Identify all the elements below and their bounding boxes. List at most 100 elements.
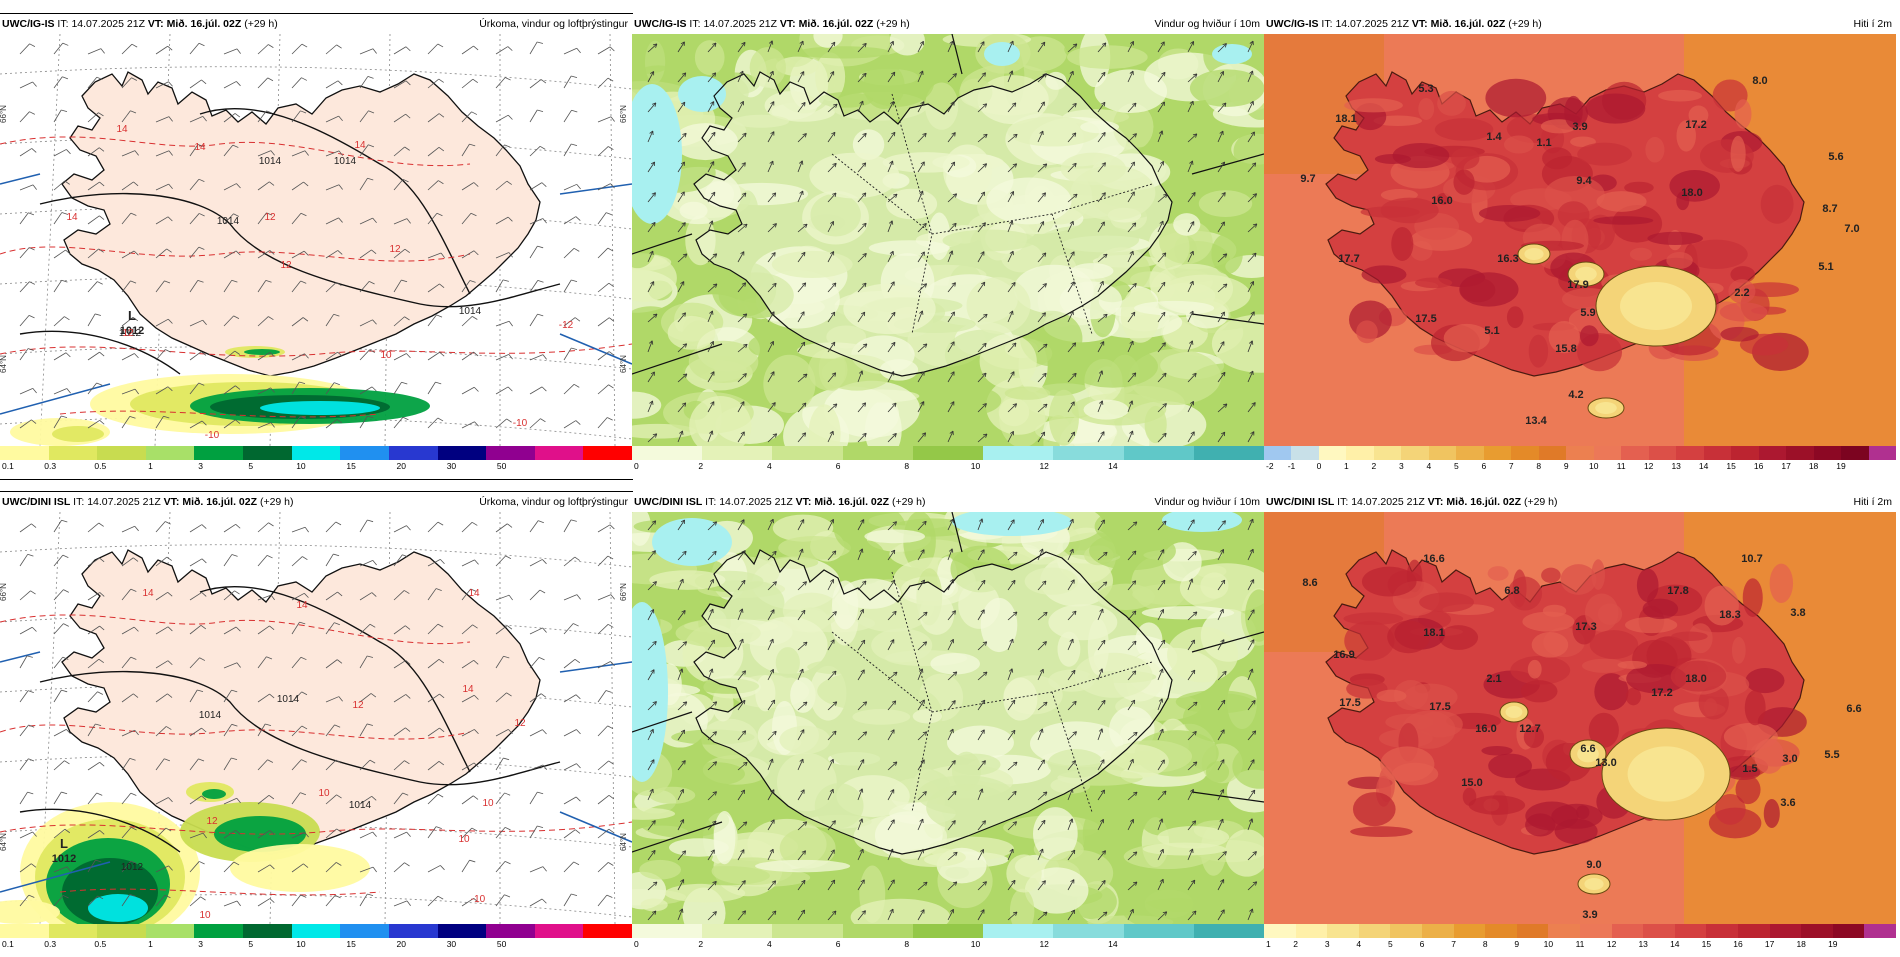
latitude-label: 64°N (0, 833, 8, 851)
colorbar-tick-label: 30 (447, 461, 456, 471)
temperature-value: 5.9 (1580, 307, 1595, 319)
temperature-value: 3.0 (1782, 753, 1797, 765)
colorbar-tick-label: -2 (1266, 461, 1274, 471)
colorbar-swatch (389, 924, 438, 938)
colorbar-swatch (1869, 446, 1897, 460)
colorbar-swatch (1346, 446, 1374, 460)
panel-title: Vindur og hviður í 10m (1155, 492, 1260, 512)
lead-time: (+29 h) (1508, 18, 1542, 30)
colorbar-tick-label: 0.1 (2, 939, 14, 949)
wind-map (632, 512, 1264, 924)
colorbar-swatch (1814, 446, 1842, 460)
temperature-value: 8.6 (1302, 577, 1317, 589)
isobar-label: 1012 (121, 862, 144, 873)
colorbar-tick-label: 2 (698, 939, 703, 949)
vt-label: VT: (1412, 18, 1428, 30)
colorbar-swatch (97, 924, 146, 938)
temperature-value: 5.1 (1818, 261, 1833, 273)
colorbar-tick-label: 19 (1828, 939, 1837, 949)
colorbar-tick-label: 8 (904, 939, 909, 949)
colorbar-swatch (389, 446, 438, 460)
low-pressure-marker: L (60, 836, 68, 851)
colorbar-tick-label: 0.5 (94, 939, 106, 949)
colorbar-swatch (843, 924, 914, 938)
colorbar-tick-label: 20 (397, 939, 406, 949)
temp-contour-label: 14 (296, 600, 308, 611)
temperature-value: 17.5 (1429, 701, 1450, 713)
temperature-value: 9.7 (1300, 173, 1315, 185)
colorbar-tick-label: 8 (904, 461, 909, 471)
temperature-value: 5.5 (1824, 749, 1839, 761)
colorbar-tick-label: 8 (1483, 939, 1488, 949)
colorbar-tick-label: 15 (346, 939, 355, 949)
colorbar-tick-label: 3 (198, 461, 203, 471)
colorbar-swatch (1539, 446, 1567, 460)
it-label: IT: (705, 496, 716, 508)
colorbar-swatch (1264, 446, 1292, 460)
panel-title: Hiti í 2m (1853, 492, 1892, 512)
colorbar-tick-label: 16 (1754, 461, 1763, 471)
colorbar-swatch (1264, 924, 1296, 938)
temperature-value: 15.0 (1461, 777, 1482, 789)
it-label: IT: (73, 496, 84, 508)
colorbar-tick-label: 2 (1293, 939, 1298, 949)
colorbar (632, 924, 1264, 938)
colorbar-swatch (1327, 924, 1359, 938)
colorbar-tick-label: 2 (698, 461, 703, 471)
colorbar-tick-label: 5 (1388, 939, 1393, 949)
temperature-value: 16.9 (1333, 649, 1354, 661)
it-label: IT: (1321, 18, 1332, 30)
temperature-value: 5.3 (1418, 83, 1433, 95)
wind-panel: UWC/IG-IS IT: 14.07.2025 21Z VT: Mið. 16… (632, 14, 1264, 479)
colorbar-tick-label: 7 (1509, 461, 1514, 471)
colorbar-tick-label: 14 (1670, 939, 1679, 949)
colorbar-swatch (1864, 924, 1896, 938)
colorbar-tick-label: 17 (1781, 461, 1790, 471)
colorbar-swatch (1786, 446, 1814, 460)
colorbar-swatch (194, 446, 243, 460)
temperature-value: 17.7 (1338, 253, 1359, 265)
latitude-label: 64°N (619, 355, 628, 373)
it-value: 14.07.2025 21Z (719, 496, 793, 508)
colorbar-swatch (1454, 924, 1486, 938)
temp-contour-label: -12 (559, 320, 574, 331)
colorbar-swatch (340, 446, 389, 460)
temperature-value: 16.3 (1497, 253, 1518, 265)
colorbar-swatch (1833, 924, 1865, 938)
temp-contour-label: 10 (458, 834, 470, 845)
temp-contour-label: 14 (462, 684, 474, 695)
temperature-value: 8.0 (1752, 75, 1767, 87)
temperature-value: 16.0 (1431, 195, 1452, 207)
colorbar-swatch (1124, 446, 1195, 460)
precip-panel: UWC/DINI ISL IT: 14.07.2025 21Z VT: Mið.… (0, 492, 632, 957)
isobar-label: 1014 (334, 156, 357, 167)
colorbar-tick-label: 10 (296, 939, 305, 949)
colorbar-swatch (913, 924, 984, 938)
colorbar (1264, 446, 1896, 460)
isobar-label: 1014 (277, 694, 300, 705)
colorbar-swatch (1485, 924, 1517, 938)
colorbar-tick-label: 5 (248, 461, 253, 471)
colorbar-tick-label: 17 (1765, 939, 1774, 949)
temperature-value: 1.1 (1536, 137, 1551, 149)
panel-title: Úrkoma, vindur og loftþrýstingur (479, 14, 628, 34)
temperature-value: 10.7 (1741, 553, 1762, 565)
temp-contour-label: 14 (194, 142, 206, 153)
vt-label: VT: (780, 18, 796, 30)
temp-contour-label: 10 (482, 798, 494, 809)
colorbar-swatch (49, 924, 98, 938)
isobar-label: 1014 (259, 156, 282, 167)
it-label: IT: (689, 18, 700, 30)
model-name: UWC/DINI ISL (634, 496, 702, 508)
model-name: UWC/IG-IS (2, 18, 55, 30)
colorbar-swatch (438, 924, 487, 938)
colorbar-swatch (486, 446, 535, 460)
colorbar-swatch (1194, 446, 1265, 460)
colorbar-tick-label: 12 (1644, 461, 1653, 471)
lead-time: (+29 h) (260, 496, 294, 508)
colorbar-tick-label: 4 (767, 461, 772, 471)
temperature-value: 17.2 (1651, 687, 1672, 699)
wind-map (632, 34, 1264, 446)
colorbar (1264, 924, 1896, 938)
temp-contour-label: 10 (318, 788, 330, 799)
